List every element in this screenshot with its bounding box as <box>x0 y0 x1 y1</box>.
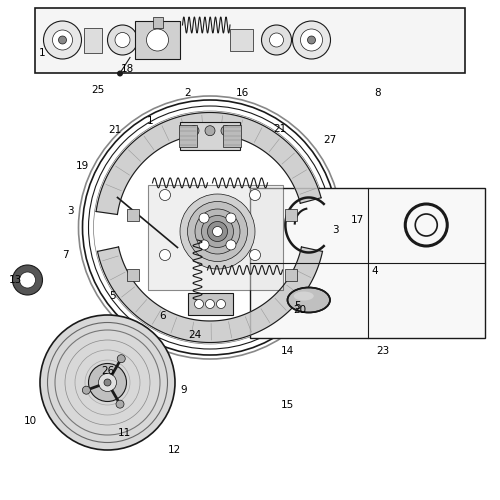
Ellipse shape <box>294 292 314 300</box>
Text: 27: 27 <box>324 135 336 145</box>
Text: 10: 10 <box>24 416 36 426</box>
Bar <box>148 185 282 290</box>
Text: 19: 19 <box>76 161 89 171</box>
Circle shape <box>117 354 125 362</box>
Text: 16: 16 <box>236 88 249 98</box>
Text: 5: 5 <box>109 291 116 301</box>
Circle shape <box>202 216 234 248</box>
Text: 24: 24 <box>188 330 202 340</box>
Circle shape <box>250 190 260 200</box>
Text: 3: 3 <box>332 225 338 235</box>
Text: 13: 13 <box>8 275 22 285</box>
Circle shape <box>88 364 126 402</box>
Bar <box>126 269 138 281</box>
Text: 12: 12 <box>168 445 180 455</box>
Text: 17: 17 <box>351 215 364 225</box>
Bar <box>152 18 162 28</box>
Bar <box>84 28 102 52</box>
Circle shape <box>160 250 170 260</box>
Bar <box>126 209 138 221</box>
Circle shape <box>188 202 248 262</box>
Text: 5: 5 <box>294 301 301 311</box>
Bar <box>35 8 465 72</box>
Text: 3: 3 <box>66 206 73 216</box>
Text: 11: 11 <box>118 428 130 438</box>
Text: 15: 15 <box>281 400 294 410</box>
Circle shape <box>40 315 175 450</box>
Circle shape <box>180 194 255 269</box>
Circle shape <box>250 250 260 260</box>
Circle shape <box>108 25 138 55</box>
Circle shape <box>308 36 316 44</box>
Text: 4: 4 <box>372 266 378 276</box>
Bar <box>135 21 180 59</box>
Polygon shape <box>98 247 322 342</box>
Circle shape <box>226 213 236 223</box>
Text: 20: 20 <box>294 305 306 315</box>
Text: 26: 26 <box>101 366 114 376</box>
Circle shape <box>270 33 283 47</box>
Circle shape <box>226 240 236 250</box>
Circle shape <box>195 209 240 254</box>
Circle shape <box>205 126 215 136</box>
Circle shape <box>82 386 90 394</box>
Text: 8: 8 <box>374 88 381 98</box>
Bar <box>250 188 485 338</box>
Text: 21: 21 <box>108 125 122 135</box>
Bar <box>230 29 252 51</box>
Bar <box>180 122 240 150</box>
Circle shape <box>98 374 116 392</box>
Circle shape <box>104 379 111 386</box>
Circle shape <box>189 126 199 136</box>
Circle shape <box>262 25 292 55</box>
Bar <box>224 124 242 146</box>
Text: 2: 2 <box>184 88 191 98</box>
Text: 21: 21 <box>274 124 286 134</box>
Bar <box>188 293 232 315</box>
Circle shape <box>44 21 82 59</box>
Ellipse shape <box>288 288 330 312</box>
Circle shape <box>146 29 169 51</box>
Text: 1: 1 <box>146 116 154 126</box>
Circle shape <box>199 240 209 250</box>
Text: 18: 18 <box>121 64 134 74</box>
Text: 14: 14 <box>281 346 294 356</box>
Circle shape <box>117 70 123 76</box>
Circle shape <box>199 213 209 223</box>
Circle shape <box>221 126 231 136</box>
Circle shape <box>58 36 66 44</box>
Text: 7: 7 <box>62 250 68 260</box>
Polygon shape <box>96 112 321 214</box>
Circle shape <box>160 190 170 200</box>
Circle shape <box>52 30 72 50</box>
Circle shape <box>212 226 222 236</box>
Circle shape <box>208 222 228 242</box>
Circle shape <box>12 265 42 295</box>
Text: 1: 1 <box>39 48 46 58</box>
Text: 23: 23 <box>376 346 389 356</box>
Circle shape <box>292 21 331 59</box>
Bar <box>285 269 297 281</box>
Circle shape <box>216 300 226 308</box>
Circle shape <box>116 400 124 408</box>
Bar <box>178 124 196 146</box>
Text: 9: 9 <box>180 385 188 395</box>
Text: 6: 6 <box>159 311 166 321</box>
Bar <box>285 209 297 221</box>
Circle shape <box>206 300 214 308</box>
Circle shape <box>300 29 322 51</box>
Circle shape <box>115 32 130 48</box>
Circle shape <box>194 300 203 308</box>
Text: 25: 25 <box>91 85 104 95</box>
Circle shape <box>20 272 36 288</box>
